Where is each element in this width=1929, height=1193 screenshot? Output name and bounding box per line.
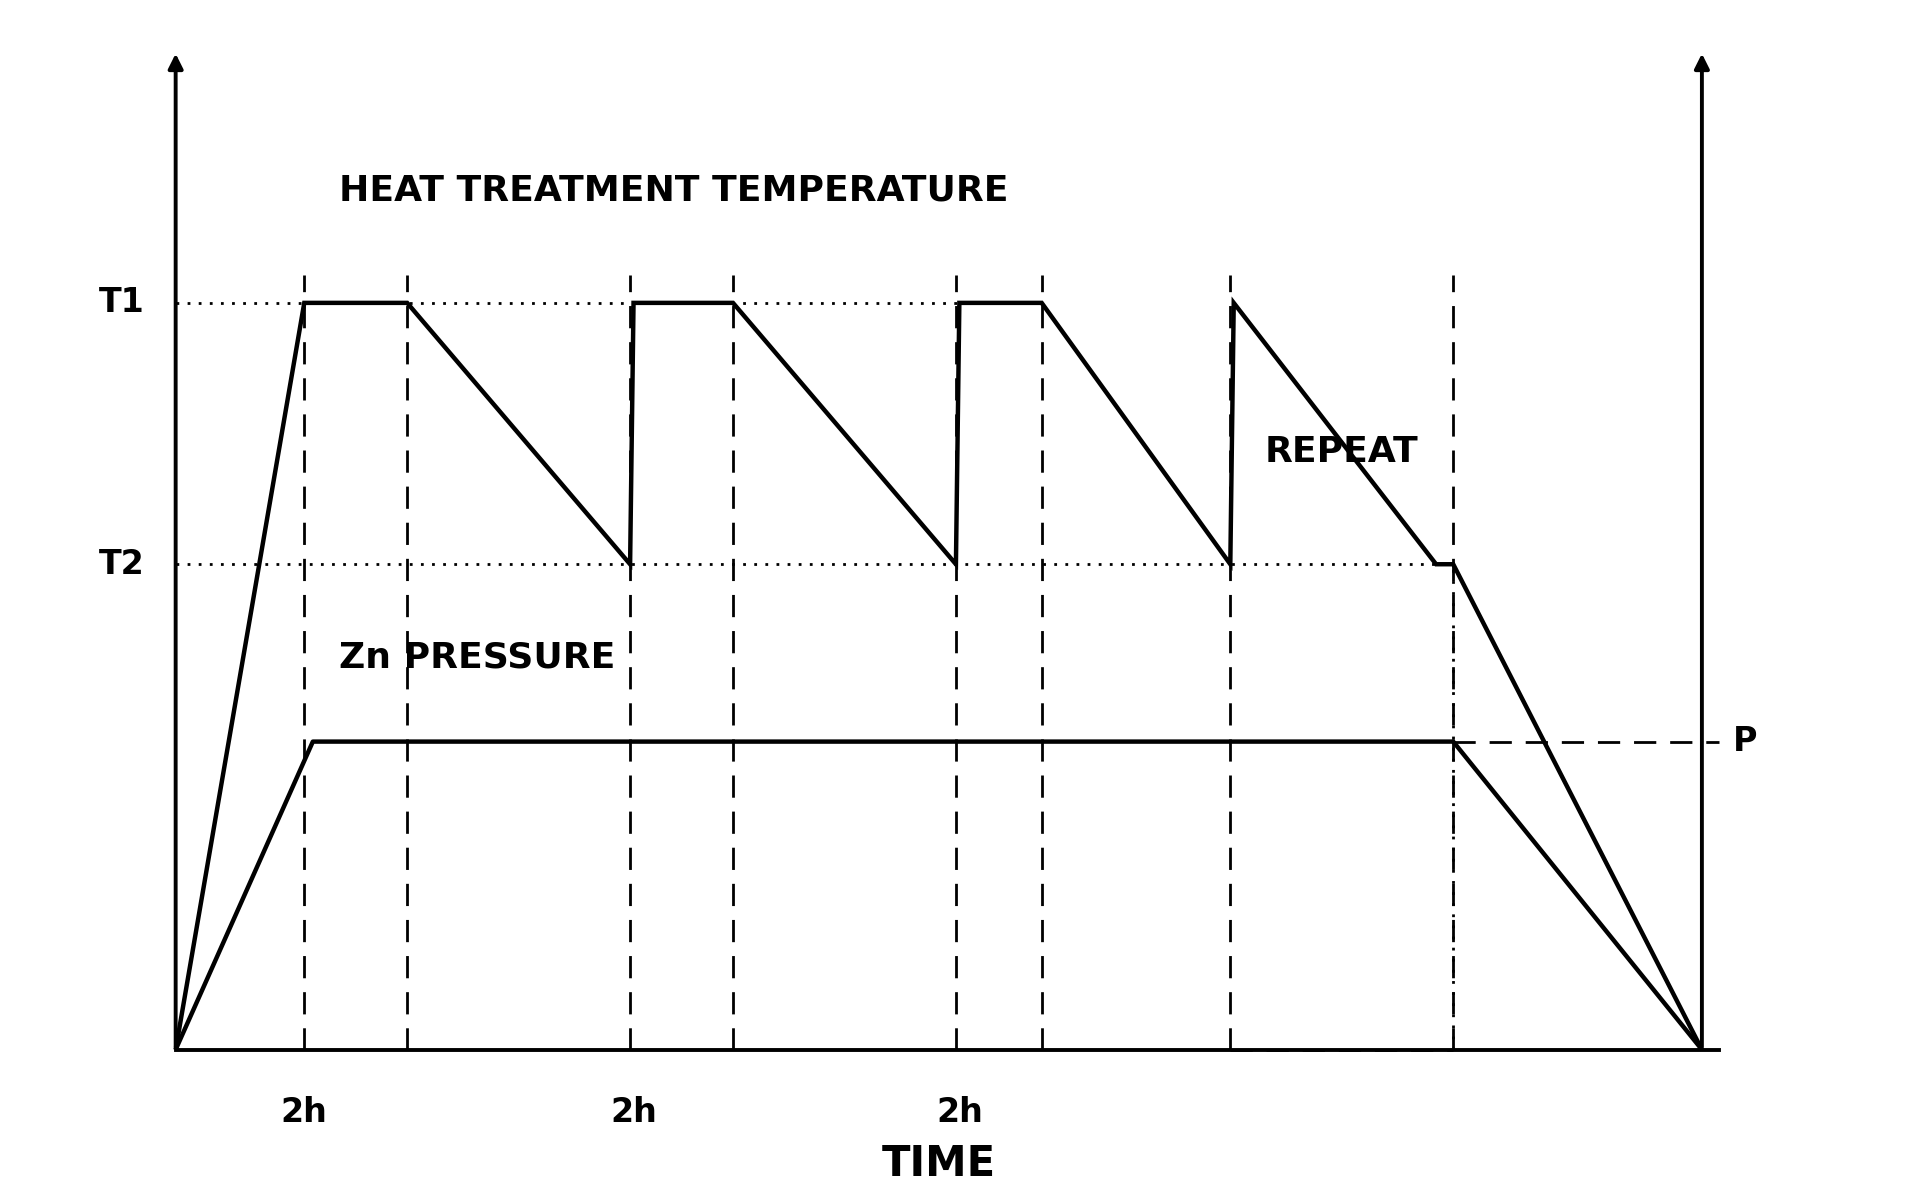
Text: Zn PRESSURE: Zn PRESSURE <box>340 641 615 674</box>
Text: TIME: TIME <box>882 1143 995 1185</box>
Text: 2h: 2h <box>282 1096 328 1130</box>
Text: 2h: 2h <box>610 1096 658 1130</box>
Text: HEAT TREATMENT TEMPERATURE: HEAT TREATMENT TEMPERATURE <box>340 174 1009 208</box>
Text: REPEAT: REPEAT <box>1265 435 1418 469</box>
Text: 2h: 2h <box>936 1096 982 1130</box>
Text: P: P <box>1732 725 1757 758</box>
Text: T2: T2 <box>98 548 145 581</box>
Text: T1: T1 <box>98 286 145 320</box>
